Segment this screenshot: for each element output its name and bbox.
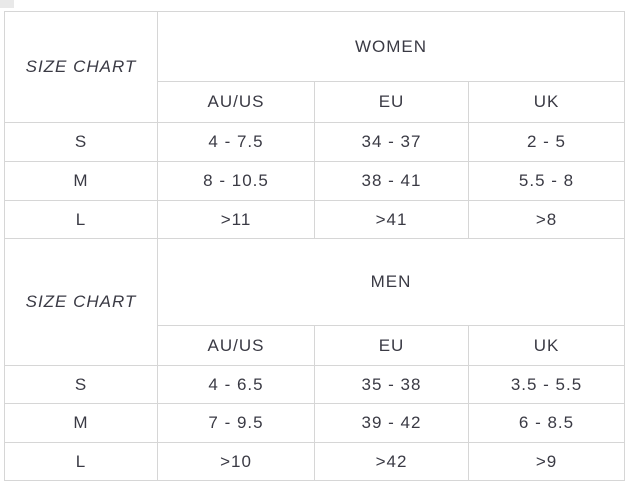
table-row: L >11 >41 >8 bbox=[4, 200, 626, 239]
size-label: M bbox=[4, 161, 158, 201]
table-row: M 8 - 10.5 38 - 41 5.5 - 8 bbox=[4, 161, 626, 201]
table-row: M 7 - 9.5 39 - 42 6 - 8.5 bbox=[4, 403, 626, 443]
size-label: S bbox=[4, 365, 158, 404]
size-value: 39 - 42 bbox=[314, 403, 469, 443]
table-row: AU/US EU UK bbox=[5, 325, 626, 366]
size-label: S bbox=[4, 122, 158, 162]
size-value: 6 - 8.5 bbox=[467, 403, 626, 443]
size-value: >8 bbox=[467, 200, 626, 239]
size-value: 7 - 9.5 bbox=[157, 403, 315, 443]
size-value: >42 bbox=[314, 442, 469, 481]
size-label: M bbox=[4, 403, 158, 443]
page-corner-artifact bbox=[0, 0, 14, 8]
size-value: 3.5 - 5.5 bbox=[467, 365, 626, 404]
size-value: 35 - 38 bbox=[314, 365, 469, 404]
size-label: L bbox=[4, 200, 158, 239]
column-header-uk-men: UK bbox=[467, 325, 626, 366]
size-value: 8 - 10.5 bbox=[157, 161, 315, 201]
size-value: >41 bbox=[314, 200, 469, 239]
column-header-eu-women: EU bbox=[314, 81, 469, 123]
table-row: SIZE CHART MEN bbox=[4, 238, 626, 366]
size-value: >10 bbox=[157, 442, 315, 481]
size-chart-table: SIZE CHART WOMEN AU/US EU UK S 4 - 7.5 3… bbox=[4, 11, 626, 481]
table-row: AU/US EU UK bbox=[5, 81, 626, 123]
size-value: 5.5 - 8 bbox=[467, 161, 626, 201]
column-header-auus-women: AU/US bbox=[157, 81, 315, 123]
column-header-uk-women: UK bbox=[467, 81, 626, 123]
table-row: L >10 >42 >9 bbox=[4, 442, 626, 481]
size-value: 34 - 37 bbox=[314, 122, 469, 162]
size-value: 4 - 7.5 bbox=[157, 122, 315, 162]
size-value: 38 - 41 bbox=[314, 161, 469, 201]
table-row: SIZE CHART WOMEN bbox=[4, 11, 626, 123]
size-chart-label-women: SIZE CHART bbox=[4, 11, 158, 123]
column-header-eu-men: EU bbox=[314, 325, 469, 366]
size-value: >9 bbox=[467, 442, 626, 481]
size-value: 2 - 5 bbox=[467, 122, 626, 162]
group-header-men: MEN bbox=[156, 238, 626, 326]
column-header-auus-men: AU/US bbox=[157, 325, 315, 366]
size-value: >11 bbox=[157, 200, 315, 239]
group-header-women: WOMEN bbox=[156, 11, 626, 82]
size-label: L bbox=[4, 442, 158, 481]
table-row: S 4 - 7.5 34 - 37 2 - 5 bbox=[4, 122, 626, 162]
size-value: 4 - 6.5 bbox=[157, 365, 315, 404]
table-row: S 4 - 6.5 35 - 38 3.5 - 5.5 bbox=[4, 365, 626, 404]
size-chart-label-men: SIZE CHART bbox=[4, 238, 158, 366]
